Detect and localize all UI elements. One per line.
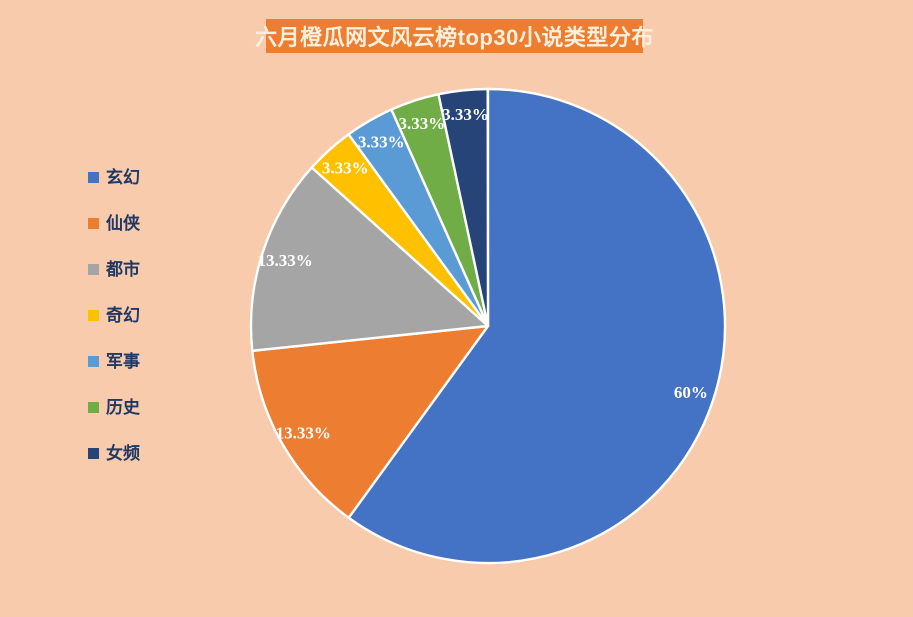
- legend-swatch-icon: [88, 217, 99, 229]
- legend-swatch-icon: [88, 401, 99, 413]
- pie-slice-仙侠: [251, 324, 490, 519]
- legend-swatch-icon: [88, 447, 99, 459]
- slice-label-玄幻: 60%: [674, 383, 708, 402]
- legend-label: 仙侠: [106, 213, 140, 233]
- slice-label-女频: 3.33%: [442, 105, 489, 124]
- slice-label-都市: 13.33%: [257, 251, 312, 270]
- legend-label: 女频: [106, 443, 140, 463]
- pie-slice-女频: [437, 87, 490, 328]
- slice-label-历史: 3.33%: [399, 114, 446, 133]
- slice-label-军事: 3.33%: [358, 132, 405, 151]
- pie-slice-都市: [249, 166, 490, 353]
- legend-swatch-icon: [88, 355, 99, 367]
- pie-slice-玄幻: [347, 87, 727, 565]
- legend-label: 历史: [106, 397, 140, 417]
- legend-label: 军事: [106, 351, 140, 371]
- legend-item-仙侠: 仙侠: [88, 213, 140, 233]
- legend-label: 奇幻: [106, 305, 140, 325]
- legend-label: 玄幻: [106, 167, 140, 187]
- chart-title: 六月橙瓜网文风云榜top30小说类型分布: [255, 19, 653, 53]
- legend-item-都市: 都市: [88, 259, 140, 279]
- legend-swatch-icon: [88, 263, 99, 275]
- legend-swatch-icon: [88, 171, 99, 183]
- chart-legend: 玄幻仙侠都市奇幻军事历史女频: [88, 167, 140, 463]
- slice-label-仙侠: 13.33%: [276, 424, 331, 443]
- legend-item-女频: 女频: [88, 443, 140, 463]
- legend-item-奇幻: 奇幻: [88, 305, 140, 325]
- legend-label: 都市: [106, 259, 140, 279]
- legend-swatch-icon: [88, 309, 99, 321]
- legend-item-玄幻: 玄幻: [88, 167, 140, 187]
- legend-item-军事: 军事: [88, 351, 140, 371]
- legend-item-历史: 历史: [88, 397, 140, 417]
- slice-label-奇幻: 3.33%: [322, 159, 369, 178]
